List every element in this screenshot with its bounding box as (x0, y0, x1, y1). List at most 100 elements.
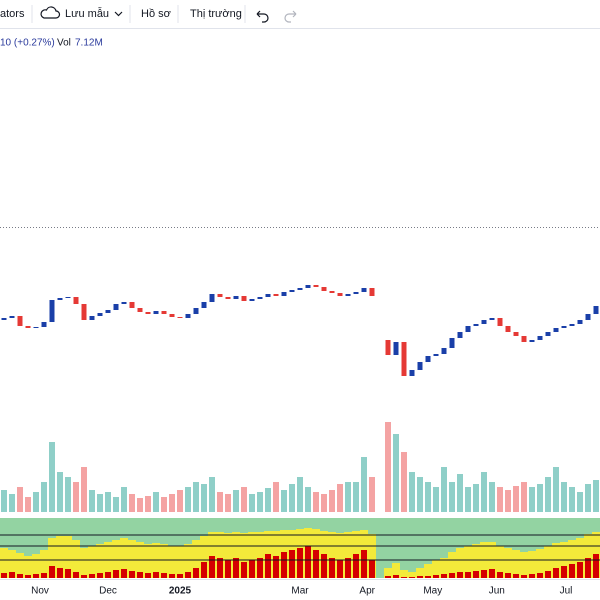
candle (161, 311, 167, 314)
indicator-red (417, 576, 423, 578)
volume-bar (193, 482, 199, 512)
candle (281, 292, 287, 296)
indicator-yellow (584, 534, 592, 578)
indicator-yellow (184, 544, 192, 578)
indicator-yellow (96, 544, 104, 578)
candle (457, 332, 463, 338)
volume-bar (313, 492, 319, 512)
volume-bar (393, 434, 399, 512)
candle (49, 300, 55, 322)
chevron[interactable] (114, 11, 123, 17)
candle (97, 313, 103, 316)
volume-bar (561, 482, 567, 512)
indicator-yellow (120, 538, 128, 578)
indicator-red (561, 566, 567, 578)
volume-bar (49, 442, 55, 512)
indicator-yellow (32, 554, 40, 578)
volume-bar (449, 482, 455, 512)
volume-bar (321, 494, 327, 512)
volume-bar (1, 490, 7, 512)
indicator-yellow (464, 546, 472, 578)
candle (265, 294, 271, 297)
x-tick-label: Dec (99, 586, 117, 597)
volume-bar (121, 487, 127, 512)
candle (41, 322, 47, 327)
indicator-red (345, 558, 351, 578)
indicators-button[interactable]: ators (0, 8, 25, 20)
indicator-yellow (384, 568, 392, 578)
candle (57, 298, 63, 300)
volume-bar (65, 477, 71, 512)
volume-bar (593, 480, 599, 512)
indicator-yellow (160, 544, 168, 578)
volume-bar (329, 490, 335, 512)
candle (345, 294, 351, 296)
indicator-red (513, 574, 519, 578)
market-button[interactable]: Thị trường (190, 8, 242, 20)
candle (89, 316, 95, 320)
volume-bar (489, 482, 495, 512)
candle (465, 326, 471, 332)
candle (593, 306, 599, 314)
volume-bar (409, 472, 415, 512)
candle (217, 294, 223, 297)
indicator-red (409, 577, 415, 578)
volume-bar (553, 467, 559, 512)
indicator-red (297, 548, 303, 578)
volume-bar (57, 472, 63, 512)
indicator-red (457, 572, 463, 578)
candle (25, 326, 31, 328)
indicator-red (497, 572, 503, 578)
volume-bar (457, 474, 463, 512)
volume-bar (481, 472, 487, 512)
volume-bar (17, 487, 23, 512)
indicator-yellow (192, 540, 200, 578)
indicator-red (257, 558, 263, 578)
candle (505, 326, 511, 332)
candle (337, 293, 343, 296)
volume-bar (577, 492, 583, 512)
volume-bar (233, 490, 239, 512)
save-button[interactable]: Lưu mẫu (65, 7, 109, 20)
indicator-yellow (128, 540, 136, 578)
indicator-red (353, 554, 359, 578)
profile-button[interactable]: Hồ sơ (141, 8, 171, 20)
indicator-yellow (80, 548, 88, 578)
candle (105, 310, 111, 313)
x-tick-label: Mar (291, 586, 309, 597)
indicator-yellow (456, 548, 464, 578)
volume-bar (369, 477, 375, 512)
indicator-red (593, 554, 599, 578)
indicator-red (369, 560, 375, 578)
indicator-red (569, 564, 575, 578)
indicator-yellow (224, 533, 232, 578)
candle (409, 370, 415, 376)
candle (473, 324, 479, 326)
candle (113, 304, 119, 310)
indicator-red (113, 570, 119, 578)
indicator-red (153, 572, 159, 578)
indicator-red (81, 575, 87, 578)
candle (201, 302, 207, 308)
indicator-red (217, 558, 223, 578)
candle (585, 314, 591, 320)
indicator-red (305, 546, 311, 578)
indicator-red (337, 560, 343, 578)
indicator-red (393, 575, 399, 578)
volume-bar (497, 487, 503, 512)
indicator-yellow (496, 546, 504, 578)
cloud-icon[interactable] (40, 6, 61, 19)
volume-bar (185, 487, 191, 512)
redo-button[interactable] (284, 10, 297, 23)
candle (385, 340, 391, 355)
undo-button[interactable] (256, 10, 269, 23)
volume-bar (145, 496, 151, 512)
indicator-yellow (48, 538, 56, 578)
x-tick-label: Nov (31, 586, 49, 597)
indicator-red (449, 573, 455, 578)
indicator-red (169, 574, 175, 578)
candle (481, 320, 487, 324)
indicator-yellow (536, 549, 544, 578)
volume-bar (169, 494, 175, 512)
